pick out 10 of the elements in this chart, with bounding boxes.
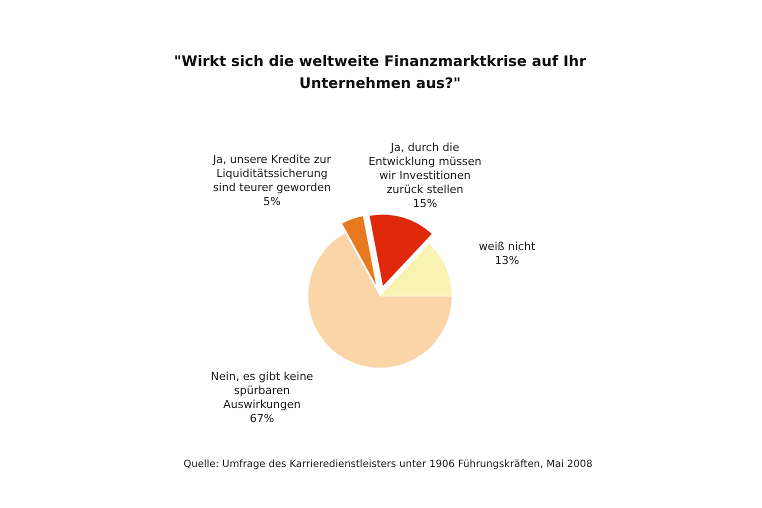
slice-label: weiß nicht xyxy=(478,240,536,253)
slice-label: Nein, es gibt keine spürbaren Auswirkungen xyxy=(210,370,314,411)
data-label: 5% xyxy=(263,195,281,208)
data-label: 13% xyxy=(494,254,520,267)
source-note: Quelle: Umfrage des Karrieredienstleisters unter 1906 Führungskräften, Mai 2008 xyxy=(184,459,592,470)
data-label: 67% xyxy=(250,412,274,425)
slice-label: Ja, durch die Entwicklung müssen wir Investitionen zurück stellen xyxy=(368,141,482,196)
slice-label: Ja, unsere Kredite zur Liquiditätssicherung sind teurer geworden xyxy=(212,153,332,194)
chart-title: "Wirkt sich die weltweite Finanzmarktkrise auf Ihr Unternehmen aus?" xyxy=(174,54,587,92)
data-label: 15% xyxy=(412,197,438,210)
